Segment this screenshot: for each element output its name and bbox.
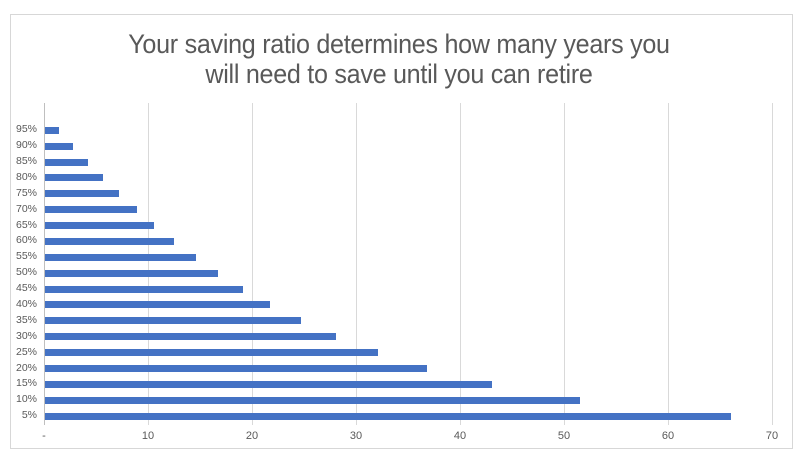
bar-80% xyxy=(45,174,104,182)
gridline-10 xyxy=(148,103,149,425)
y-tick-label-20%: 20% xyxy=(15,361,37,374)
y-tick-label-95%: 95% xyxy=(15,123,37,136)
bar-75% xyxy=(45,190,119,198)
x-tick-label-40: 40 xyxy=(453,430,467,442)
category-axis-line xyxy=(44,103,45,425)
bar-70% xyxy=(45,206,137,214)
x-tick-label-70: 70 xyxy=(765,430,779,442)
bar-55% xyxy=(45,253,196,261)
gridline-20 xyxy=(252,103,253,425)
bar-5% xyxy=(45,412,732,420)
y-tick-label-35%: 35% xyxy=(15,313,37,326)
y-tick-label-85%: 85% xyxy=(15,155,37,168)
y-tick-label-50%: 50% xyxy=(15,266,37,279)
y-tick-label-55%: 55% xyxy=(15,250,37,263)
y-tick-label-80%: 80% xyxy=(15,170,37,183)
x-tick-label-60: 60 xyxy=(661,430,675,442)
bar-40% xyxy=(45,301,270,309)
bar-50% xyxy=(45,269,218,277)
bar-15% xyxy=(45,380,493,388)
gridline-50 xyxy=(564,103,565,425)
bar-30% xyxy=(45,333,337,341)
y-tick-label-60%: 60% xyxy=(15,234,37,247)
y-tick-label-40%: 40% xyxy=(15,297,37,310)
y-tick-label-10%: 10% xyxy=(15,393,37,406)
y-tick-label-15%: 15% xyxy=(15,377,37,390)
y-tick-label-25%: 25% xyxy=(15,345,37,358)
bar-90% xyxy=(45,142,74,150)
gridline-70 xyxy=(772,103,773,425)
bar-95% xyxy=(45,126,59,134)
bar-60% xyxy=(45,237,174,245)
y-tick-label-90%: 90% xyxy=(15,139,37,152)
y-tick-label-30%: 30% xyxy=(15,329,37,342)
chart-title-line-2: will need to save until you can retire xyxy=(205,59,593,89)
gridline-40 xyxy=(460,103,461,425)
x-tick-label-20: 20 xyxy=(245,430,259,442)
bar-65% xyxy=(45,222,155,230)
bar-45% xyxy=(45,285,243,293)
bar-25% xyxy=(45,349,378,357)
bar-10% xyxy=(45,396,580,404)
bar-85% xyxy=(45,158,88,166)
x-tick-label-10: 10 xyxy=(141,430,155,442)
bar-20% xyxy=(45,364,427,372)
x-tick-label-50: 50 xyxy=(557,430,571,442)
y-tick-label-45%: 45% xyxy=(15,282,37,295)
y-tick-label-70%: 70% xyxy=(15,202,37,215)
y-tick-label-65%: 65% xyxy=(15,218,37,231)
x-tick-label--: - xyxy=(42,430,46,442)
chart-frame xyxy=(10,14,793,449)
x-tick-label-30: 30 xyxy=(349,430,363,442)
chart-title-line-1: Your saving ratio determines how many ye… xyxy=(128,29,670,59)
bar-35% xyxy=(45,317,301,325)
gridline-60 xyxy=(668,103,669,425)
gridline-30 xyxy=(356,103,357,425)
y-tick-label-5%: 5% xyxy=(21,409,37,422)
y-tick-label-75%: 75% xyxy=(15,186,37,199)
chart-title: Your saving ratio determines how many ye… xyxy=(28,29,770,89)
plot-area xyxy=(44,103,773,425)
